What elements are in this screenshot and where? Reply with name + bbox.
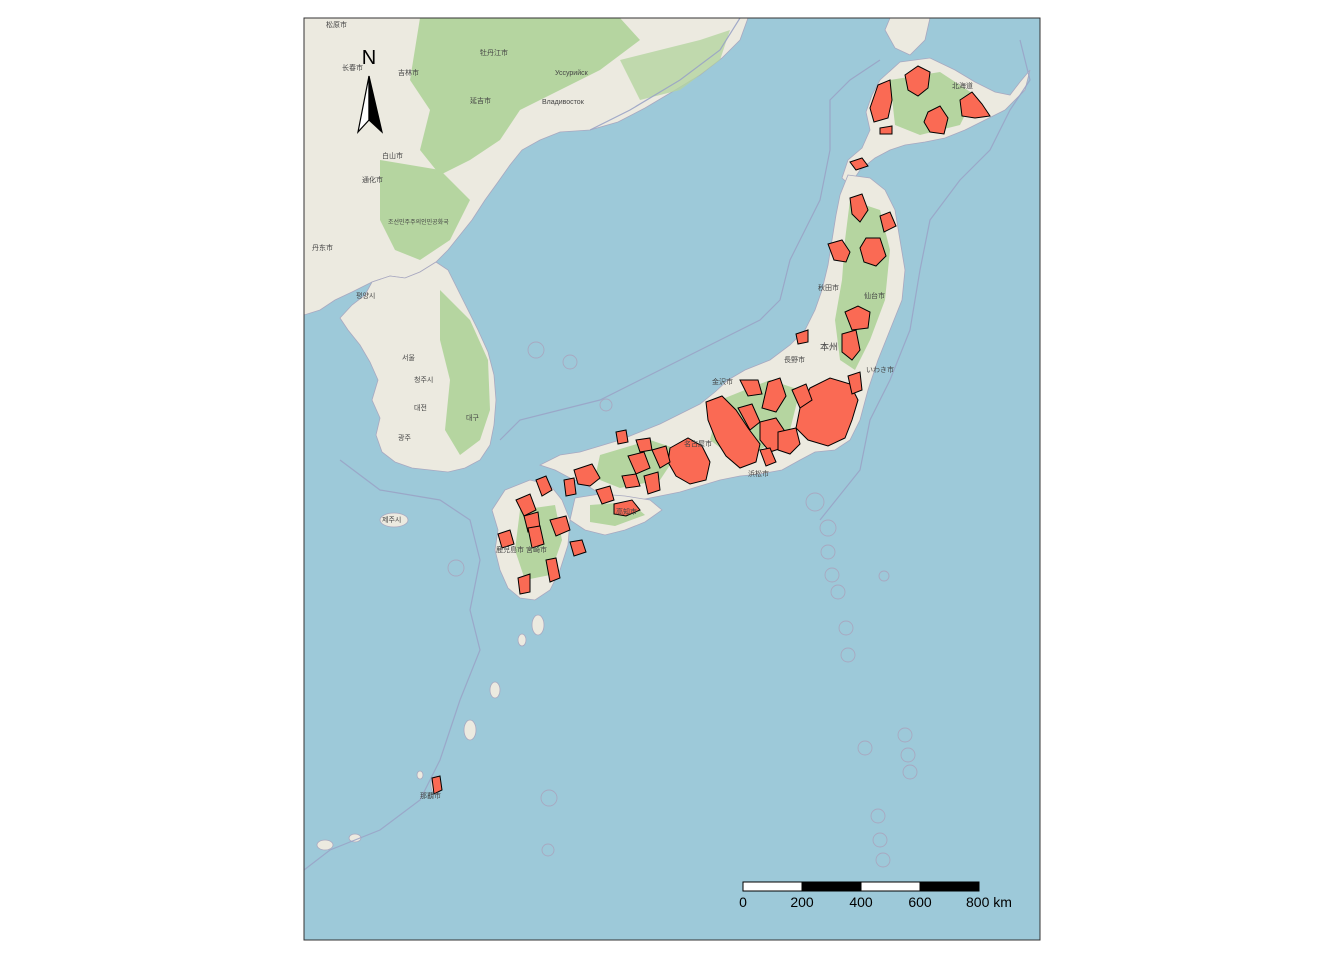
place-label: 白山市 xyxy=(382,151,403,160)
place-label: 本州 xyxy=(820,341,838,352)
region-polygon xyxy=(879,125,893,135)
pacific-islets xyxy=(447,341,918,868)
scale-segment-3 xyxy=(860,881,921,892)
place-label: 丹东市 xyxy=(312,243,333,252)
place-label: 北海道 xyxy=(952,81,973,90)
place-label: 那覇市 xyxy=(420,791,441,800)
region-polygon xyxy=(777,427,801,455)
region-polygon xyxy=(615,429,629,445)
place-label: 名古屋市 xyxy=(684,439,712,448)
scale-tick-label: 600 xyxy=(908,894,932,910)
region-polygon xyxy=(431,775,443,795)
north-arrow-letter: N xyxy=(362,47,376,69)
region-polygon xyxy=(635,437,653,453)
region-polygon xyxy=(759,447,777,467)
region-polygon xyxy=(569,539,587,557)
forest-patch xyxy=(380,160,470,260)
place-label: 대구 xyxy=(466,414,479,422)
place-label: 청주시 xyxy=(414,376,433,384)
place-label: 长春市 xyxy=(342,63,363,72)
maritime-boundaries xyxy=(304,18,1031,871)
place-label: 평양시 xyxy=(356,291,375,300)
region-polygon xyxy=(527,525,545,549)
region-polygon xyxy=(841,329,861,361)
place-label: 長野市 xyxy=(784,355,805,364)
place-label: 浜松市 xyxy=(748,469,769,478)
region-polygon xyxy=(667,437,711,485)
region-polygon xyxy=(651,445,671,469)
place-label: Владивосток xyxy=(542,99,585,106)
place-label: 通化市 xyxy=(362,175,383,184)
region-polygon xyxy=(923,105,949,135)
scale-tick-label: 0 xyxy=(739,894,747,910)
place-label: 鹿児島市 xyxy=(496,545,524,554)
region-polygon xyxy=(795,329,809,345)
region-polygon xyxy=(545,557,561,583)
place-label: 松原市 xyxy=(326,20,347,29)
region-polygon xyxy=(844,305,871,331)
scale-segment-4 xyxy=(919,881,980,892)
place-label: 仙台市 xyxy=(864,291,885,300)
region-polygon xyxy=(849,193,869,223)
highlighted-regions xyxy=(431,65,991,795)
region-polygon xyxy=(879,211,897,233)
region-polygon xyxy=(959,91,991,119)
region-polygon xyxy=(849,157,869,171)
region-polygon xyxy=(795,377,859,447)
region-polygon xyxy=(563,477,577,497)
place-label: 광주 xyxy=(398,434,411,442)
region-polygon xyxy=(627,451,651,475)
place-label: 대전 xyxy=(414,403,427,412)
place-label: 高知市 xyxy=(616,507,637,516)
scale-segment-1 xyxy=(742,881,803,892)
map-frame xyxy=(303,17,1041,941)
scale-tick-label: 400 xyxy=(849,894,873,910)
region-polygon xyxy=(705,395,761,469)
forest-patch xyxy=(440,290,490,455)
region-polygon xyxy=(791,383,813,409)
place-label: 延吉市 xyxy=(470,96,491,105)
forest-patch xyxy=(410,18,640,175)
scale-tick-label: 800 km xyxy=(966,894,1012,910)
place-label: 金沢市 xyxy=(712,377,733,386)
region-polygon xyxy=(869,79,893,123)
region-polygon xyxy=(904,65,931,97)
region-polygon xyxy=(739,379,763,397)
place-labels: 松原市 长春市 吉林市 牡丹江市 Уссурийск Владивосток 延… xyxy=(312,20,973,800)
place-label: 제주시 xyxy=(382,516,401,524)
region-polygon xyxy=(643,471,661,495)
region-polygon xyxy=(517,573,531,595)
region-polygon xyxy=(621,473,641,489)
sakhalin xyxy=(884,18,931,56)
place-label: 吉林市 xyxy=(398,68,419,77)
scale-segment-2 xyxy=(801,881,862,892)
region-polygon xyxy=(761,377,787,413)
place-label: 조선민주주의인민공화국 xyxy=(388,218,449,226)
north-arrow-right-half xyxy=(368,75,384,134)
region-polygon xyxy=(535,475,553,497)
region-polygon xyxy=(827,239,851,263)
region-polygon xyxy=(847,371,863,395)
place-label: Уссурийск xyxy=(555,69,589,77)
place-label: いわき市 xyxy=(866,365,894,374)
region-polygon xyxy=(549,515,571,537)
forest-patch xyxy=(620,30,730,100)
scale-tick-label: 200 xyxy=(790,894,814,910)
region-polygon xyxy=(595,485,615,505)
region-polygon xyxy=(613,499,641,517)
scale-bar: 0 200 400 600 800 km xyxy=(739,881,1012,910)
region-polygon xyxy=(497,529,515,549)
region-polygon xyxy=(515,493,537,517)
place-label: 宮崎市 xyxy=(526,545,547,554)
jeju-island xyxy=(379,512,409,528)
region-polygon xyxy=(573,463,601,487)
place-label: 牡丹江市 xyxy=(480,48,508,57)
north-arrow: N xyxy=(356,47,384,134)
place-label: 서울 xyxy=(402,353,415,362)
place-label: 秋田市 xyxy=(818,283,839,292)
region-polygon xyxy=(859,237,887,267)
